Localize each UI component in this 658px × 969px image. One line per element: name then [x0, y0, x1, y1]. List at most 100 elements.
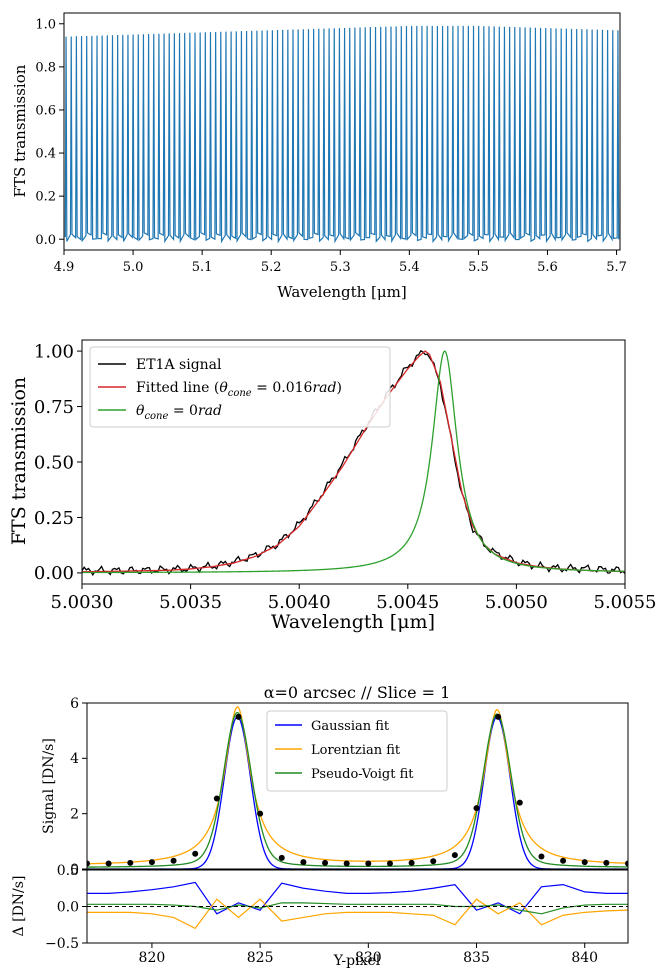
panel-b-series — [82, 349, 625, 577]
panel-b-x-label: Wavelength [μm] — [271, 611, 435, 633]
data-point — [235, 713, 242, 720]
panel-b-legend: ET1A signal Fitted line (θcone = 0.016ra… — [89, 346, 391, 428]
data-point — [451, 852, 458, 859]
x-tick-label: 5.7 — [606, 260, 627, 275]
x-tick-label: 5.0 — [123, 260, 144, 275]
data-point — [343, 860, 350, 867]
legend-label-gaussian: Gaussian fit — [311, 719, 390, 734]
data-point — [170, 857, 177, 864]
y-tick-label: 0.25 — [34, 508, 74, 529]
legend-label-zero-cone: θcone = 0rad — [136, 403, 222, 422]
data-point — [473, 805, 480, 812]
panel-a-x-label: Wavelength [μm] — [277, 283, 406, 301]
data-point — [213, 795, 220, 802]
y-tick-label: −0.5 — [45, 936, 79, 952]
data-point — [322, 859, 329, 866]
y-tick-label: 0.75 — [34, 397, 74, 418]
data-point — [278, 854, 285, 861]
panel-b: 5.0030 5.0035 5.0040 5.0045 5.0050 5.0055 0.0… — [8, 339, 657, 633]
series-gaussian-fit-line — [87, 716, 628, 869]
data-point — [560, 857, 567, 864]
y-tick-label: 0.4 — [35, 147, 56, 162]
panel-b-y-ticks: 0.00 0.25 0.50 0.75 1.00 — [34, 341, 82, 584]
panel-c-frame — [86, 702, 629, 870]
data-point — [105, 860, 112, 867]
data-point — [386, 860, 393, 867]
legend-label-lorentzian: Lorentzian fit — [311, 743, 401, 758]
panel-d-series — [87, 881, 628, 930]
y-tick-label: 0.2 — [35, 190, 56, 205]
series-fitted-line — [82, 350, 625, 573]
series-lorentzian-fit-line — [87, 706, 628, 865]
y-tick-label: 1.0 — [35, 17, 56, 32]
panel-a-series — [64, 25, 620, 244]
x-tick-label: 825 — [247, 950, 274, 966]
x-tick-label: 4.9 — [54, 260, 75, 275]
x-tick-label: 5.2 — [261, 260, 282, 275]
y-tick-label: 0.6 — [35, 104, 56, 119]
series-pseudo-voigt-fit-line — [87, 711, 628, 868]
panel-a-x-ticks: 4.9 5.0 5.1 5.2 5.3 5.4 5.5 5.6 5.7 — [54, 250, 627, 275]
x-tick-label: 5.0055 — [594, 592, 657, 613]
panel-c-y-ticks: 0 2 4 6 — [70, 696, 87, 878]
x-tick-label: 5.0030 — [51, 592, 114, 613]
x-tick-label: 5.3 — [330, 260, 351, 275]
y-tick-label: 0.5 — [57, 863, 79, 879]
data-point — [581, 859, 588, 866]
panel-c-title: α=0 arcsec // Slice = 1 — [264, 683, 451, 702]
y-tick-label: 6 — [70, 696, 79, 712]
data-point — [87, 860, 90, 867]
data-point — [430, 858, 437, 865]
y-tick-label: 0.00 — [34, 563, 74, 584]
x-tick-label: 820 — [139, 950, 166, 966]
data-point — [257, 810, 264, 817]
panel-a-frame — [63, 12, 621, 251]
series-lorentzian-residual-line — [87, 898, 628, 930]
data-point — [192, 850, 199, 857]
legend-label-pseudo-voigt: Pseudo-Voigt fit — [311, 767, 414, 782]
y-tick-label: 2 — [70, 807, 79, 823]
data-point — [300, 859, 307, 866]
x-tick-label: 5.0050 — [485, 592, 548, 613]
data-point — [538, 853, 545, 860]
data-point — [516, 799, 523, 806]
x-tick-label: 835 — [463, 950, 490, 966]
panel-a-y-label: FTS transmission — [11, 64, 29, 197]
panel-d-frame — [86, 869, 629, 944]
x-tick-label: 5.0045 — [376, 592, 439, 613]
series-gaussian-residual-line — [87, 881, 628, 915]
panel-c: α=0 arcsec // Slice = 1 0 2 4 6 Signal [DN/… — [41, 683, 629, 878]
data-point — [495, 713, 502, 720]
x-tick-label: 5.4 — [399, 260, 420, 275]
panel-d: 820 825 830 835 840 −0.5 0.0 0.5 Y-pixel Δ [DN… — [11, 863, 629, 969]
panel-a-y-ticks: 0.0 0.2 0.4 0.6 0.8 1.0 — [35, 17, 64, 248]
panel-c-legend-box — [266, 710, 448, 792]
y-tick-label: 0.50 — [34, 452, 74, 473]
legend-label-et1a: ET1A signal — [136, 357, 222, 373]
data-point — [365, 860, 372, 867]
legend-label-fitted: Fitted line (θcone = 0.016rad) — [136, 380, 342, 399]
panel-b-legend-box — [89, 346, 391, 428]
x-tick-label: 830 — [355, 950, 382, 966]
x-tick-label: 840 — [571, 950, 598, 966]
panel-c-series — [87, 706, 628, 869]
panel-a: 4.9 5.0 5.1 5.2 5.3 5.4 5.5 5.6 5.7 0.0 0.2 0.4 0.6… — [11, 12, 627, 301]
panel-b-x-ticks: 5.0030 5.0035 5.0040 5.0045 5.0050 5.0055 — [51, 584, 657, 613]
data-point — [625, 860, 628, 867]
panel-d-x-label: Y-pixel — [333, 953, 381, 969]
y-tick-label: 0.0 — [35, 233, 56, 248]
series-zero-cone-line — [82, 350, 625, 574]
panel-c-legend: Gaussian fit Lorentzian fit Pseudo-Voigt… — [266, 710, 448, 792]
series-transmission-line — [64, 25, 620, 244]
y-tick-label: 1.00 — [34, 341, 74, 362]
y-tick-label: 0 — [70, 862, 79, 878]
data-point — [127, 859, 134, 866]
x-tick-label: 5.5 — [468, 260, 489, 275]
x-tick-label: 5.1 — [192, 260, 213, 275]
y-tick-label: 4 — [70, 751, 79, 767]
series-pseudo-voigt-residual-line — [87, 902, 628, 915]
x-tick-label: 5.6 — [537, 260, 558, 275]
data-point — [408, 859, 415, 866]
panel-d-y-ticks: −0.5 0.0 0.5 — [45, 863, 87, 952]
